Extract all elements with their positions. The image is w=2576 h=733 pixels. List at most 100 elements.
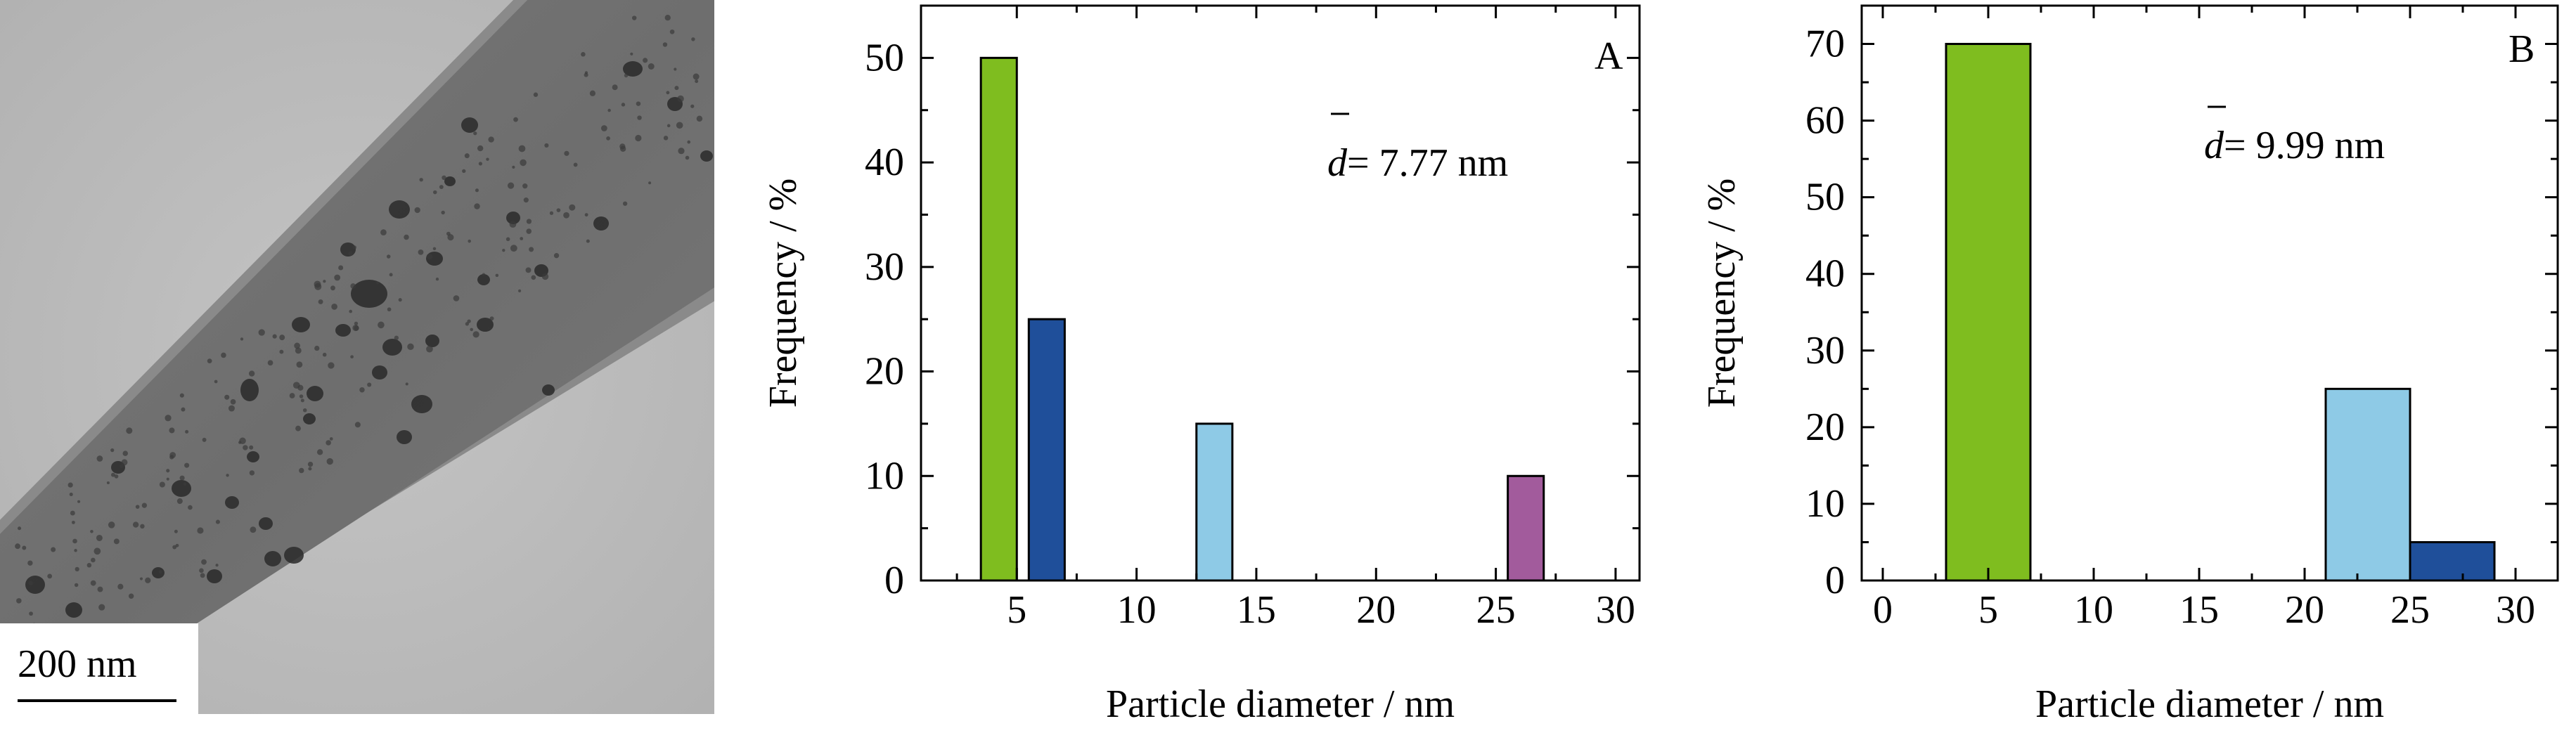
nanoparticle-speck bbox=[462, 169, 466, 174]
nanoparticle-speck bbox=[631, 15, 637, 20]
chart-a-panel-label: A bbox=[1595, 34, 1623, 78]
nanoparticle-speck bbox=[564, 150, 569, 156]
chart-a-axis-ticks bbox=[921, 6, 1640, 582]
nanoparticle-speck bbox=[322, 352, 327, 357]
nanoparticle-speck bbox=[300, 398, 304, 403]
nanoparticle-speck bbox=[447, 234, 454, 241]
nanofiber bbox=[0, 0, 714, 714]
nanoparticle-speck bbox=[677, 95, 684, 103]
nanoparticle-speck bbox=[185, 429, 189, 434]
chart-b-xtick-label: 15 bbox=[2179, 588, 2219, 632]
nanoparticle-speck bbox=[176, 498, 183, 505]
nanoparticle-speck bbox=[507, 182, 515, 189]
chart-a-bar-2 bbox=[1027, 318, 1066, 582]
nanoparticle-speck bbox=[467, 319, 471, 323]
nanoparticle-speck bbox=[474, 203, 480, 209]
nanoparticle bbox=[397, 430, 412, 444]
nanoparticle-speck bbox=[664, 15, 671, 21]
nanoparticle-speck bbox=[330, 285, 335, 291]
chart-a: 5 10 15 20 25 30 0 10 20 30 40 50 A d= 7.77 nm Freq… bbox=[761, 4, 1641, 726]
chart-a-xtick-label: 25 bbox=[1476, 588, 1516, 632]
nanoparticle-speck bbox=[637, 115, 642, 120]
chart-a-ytick-label: 40 bbox=[865, 141, 904, 184]
nanoparticle-speck bbox=[389, 273, 393, 277]
chart-b-axis-ticks bbox=[1862, 6, 2558, 582]
chart-a-ytick-label: 10 bbox=[865, 454, 904, 498]
nanoparticle-speck bbox=[215, 519, 220, 524]
nanoparticle-speck bbox=[18, 526, 22, 531]
nanoparticle-speck bbox=[648, 63, 655, 70]
nanoparticle-speck bbox=[296, 361, 303, 368]
chart-b-xtick-label: 30 bbox=[2496, 588, 2535, 632]
nanoparticle-speck bbox=[207, 358, 212, 363]
nanoparticle-speck bbox=[74, 549, 77, 552]
chart-a-plot-frame bbox=[920, 4, 1641, 582]
nanoparticle-speck bbox=[549, 211, 554, 215]
nanoparticle-speck bbox=[183, 482, 187, 486]
nanoparticle-speck bbox=[472, 331, 479, 338]
nanoparticle-speck bbox=[510, 245, 517, 252]
nanoparticle-speck bbox=[419, 178, 423, 182]
nanoparticle bbox=[461, 117, 478, 133]
nanoparticle-speck bbox=[696, 115, 703, 122]
chart-b-bar-1 bbox=[1945, 43, 2032, 582]
nanoparticle-speck bbox=[224, 394, 230, 400]
nanoparticle-speck bbox=[326, 440, 331, 446]
chart-a-annotation-text: = 7.77 nm bbox=[1347, 141, 1508, 185]
chart-b-ytick-label: 70 bbox=[1805, 22, 1845, 66]
nanoparticle-speck bbox=[307, 461, 314, 467]
nanoparticle bbox=[372, 365, 387, 380]
nanoparticle-speck bbox=[128, 593, 134, 599]
nanoparticle bbox=[351, 280, 387, 308]
nanoparticle bbox=[389, 200, 410, 219]
nanoparticle-speck bbox=[349, 309, 353, 313]
nanoparticle-speck bbox=[439, 185, 444, 189]
chart-a-xtick-label: 30 bbox=[1596, 588, 1635, 632]
chart-a-ylabel: Frequency / % bbox=[761, 179, 805, 408]
nanoparticle-speck bbox=[214, 380, 218, 384]
nanoparticle-speck bbox=[338, 265, 344, 271]
nanoparticle-speck bbox=[621, 103, 626, 107]
nanoparticle-speck bbox=[622, 201, 628, 206]
nanoparticle-speck bbox=[308, 467, 312, 471]
nanoparticle-speck bbox=[110, 448, 115, 453]
nanoparticle-speck bbox=[398, 298, 402, 302]
nanoparticle-speck bbox=[126, 427, 133, 434]
nanoparticle bbox=[25, 576, 45, 594]
nanoparticle-speck bbox=[122, 450, 129, 456]
nanoparticle-speck bbox=[96, 534, 103, 541]
nanoparticle-speck bbox=[526, 228, 532, 234]
chart-a-ytick-label: 20 bbox=[865, 350, 904, 394]
nanoparticle-speck bbox=[98, 604, 105, 611]
chart-a-xtick-label: 15 bbox=[1237, 588, 1276, 632]
chart-b-ytick-label: 30 bbox=[1805, 329, 1845, 372]
nanoparticle-speck bbox=[619, 145, 626, 153]
nanoparticle-speck bbox=[486, 157, 489, 161]
nanoparticle bbox=[240, 379, 259, 401]
nanoparticle-speck bbox=[553, 253, 560, 259]
chart-a-bars bbox=[979, 56, 1545, 582]
nanoparticle-speck bbox=[165, 415, 172, 422]
nanoparticle-speck bbox=[526, 219, 532, 224]
nanoparticle-speck bbox=[525, 267, 532, 273]
nanoparticle-speck bbox=[329, 437, 333, 441]
nanoparticle-speck bbox=[97, 586, 103, 592]
nanoparticle-speck bbox=[90, 580, 96, 586]
chart-b-plot-frame bbox=[1860, 4, 2559, 582]
nanoparticle bbox=[623, 61, 643, 77]
nanoparticle-speck bbox=[586, 239, 590, 243]
nanoparticle-speck bbox=[72, 538, 77, 544]
nanoparticle-speck bbox=[475, 188, 479, 193]
nanoparticle-speck bbox=[387, 307, 392, 312]
nanoparticle-speck bbox=[69, 492, 73, 497]
tem-micrograph: 200 nm bbox=[0, 0, 714, 714]
nanoparticle bbox=[284, 547, 304, 564]
chart-b-xtick-label: 5 bbox=[1978, 588, 1998, 632]
nanoparticle-speck bbox=[145, 577, 151, 583]
nanoparticle-speck bbox=[172, 545, 177, 550]
nanoparticle-speck bbox=[94, 547, 101, 555]
nanoparticle-speck bbox=[669, 29, 675, 34]
nanoparticle-speck bbox=[328, 362, 335, 369]
nanoparticle-speck bbox=[468, 239, 471, 243]
nanoparticle-speck bbox=[589, 90, 596, 96]
